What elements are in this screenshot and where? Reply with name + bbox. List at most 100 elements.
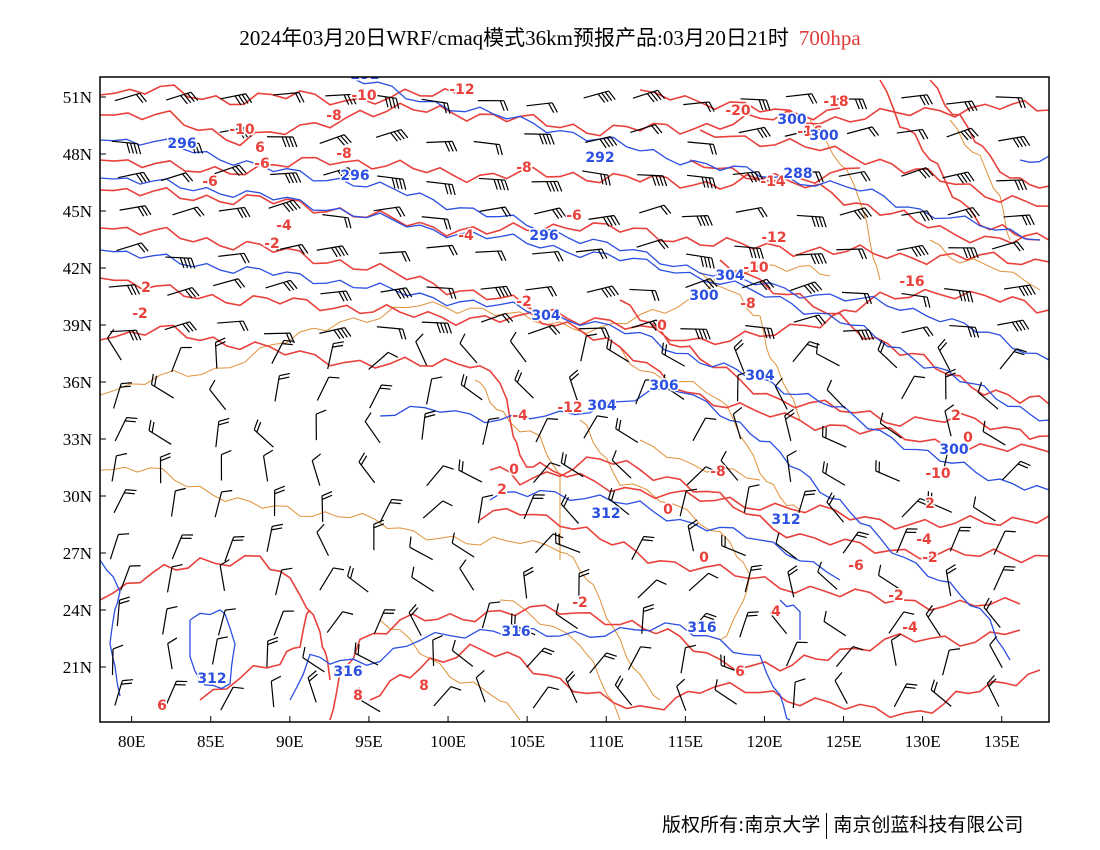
wind-barb — [220, 686, 244, 711]
wind-barb — [732, 406, 743, 440]
temperature-label: -16 — [899, 274, 924, 290]
height-label: 304 — [531, 308, 560, 324]
temperature-label: -2 — [888, 588, 904, 604]
lon-tick-label: 80E — [118, 732, 145, 751]
height-isoline — [100, 177, 1049, 422]
temperature-label: 6 — [735, 664, 745, 680]
temperature-isoline — [100, 156, 861, 190]
wind-barb — [266, 523, 283, 552]
wind-barb — [408, 604, 422, 636]
wind-barb — [316, 523, 329, 556]
wind-barb — [319, 327, 352, 340]
lat-tick-label: 45N — [63, 202, 92, 221]
temperature-label: -6 — [848, 558, 864, 574]
height-label: 312 — [197, 671, 226, 687]
copyright-divider — [826, 812, 828, 839]
wind-barb — [117, 171, 150, 184]
wind-barb — [877, 339, 898, 369]
wind-barb — [822, 461, 846, 486]
wind-barb — [785, 641, 808, 667]
wind-barb — [996, 179, 1028, 191]
wind-barb — [150, 373, 175, 399]
temperature-label: 2 — [141, 280, 151, 296]
temperature-isoline — [369, 643, 1041, 719]
wind-barb — [319, 567, 345, 591]
wind-barb — [265, 279, 298, 292]
wind-barb — [817, 561, 838, 590]
wind-barb — [165, 256, 196, 269]
wind-barb — [580, 333, 598, 362]
temperature-label: 0 — [963, 430, 973, 446]
height-label: 292 — [585, 150, 614, 166]
lat-tick-label: 39N — [63, 316, 92, 335]
wind-barb — [993, 530, 1016, 555]
wind-barb — [588, 214, 621, 227]
lon-tick-label: 125E — [826, 732, 862, 751]
wind-barb — [164, 321, 197, 333]
wind-barb — [114, 92, 147, 104]
height-label: 288 — [783, 166, 812, 182]
height-isoline — [189, 609, 236, 690]
wind-barb — [307, 670, 318, 703]
wind-barb — [531, 180, 563, 192]
wind-barb — [629, 288, 660, 302]
wind-barb — [214, 489, 233, 518]
border-line — [929, 239, 1041, 291]
wind-barb — [373, 609, 396, 634]
lon-tick-label: 105E — [509, 732, 545, 751]
wind-barb — [692, 417, 717, 442]
temperature-isoline — [689, 159, 1049, 245]
wind-barb — [327, 341, 344, 370]
wind-barb — [687, 141, 718, 155]
wind-barb — [112, 382, 132, 409]
wind-barb — [426, 465, 454, 487]
wind-barb — [875, 460, 900, 482]
lon-tick-label: 110E — [589, 732, 624, 751]
wind-barb — [523, 494, 545, 520]
wind-barb — [901, 292, 931, 308]
wind-barb — [370, 94, 400, 109]
wind-barb — [526, 647, 555, 668]
wind-barb — [560, 452, 584, 478]
wind-barb — [680, 328, 711, 340]
wind-barb — [946, 127, 979, 141]
height-isoline — [100, 138, 1049, 361]
wind-barb — [426, 181, 456, 196]
wind-barb — [274, 372, 291, 402]
temperature-label: -4 — [916, 532, 932, 548]
wind-barb — [426, 244, 458, 256]
wind-barb — [322, 214, 352, 229]
title-text: 2024年03月20日WRF/cmaq模式36km预报产品:03月20日21时 — [239, 26, 789, 50]
wind-barb — [948, 247, 979, 259]
wind-barb — [736, 370, 749, 402]
lon-tick-label: 120E — [746, 732, 782, 751]
wind-barb — [972, 496, 996, 522]
wind-barb — [738, 126, 771, 139]
copyright-owner: 版权所有:南京大学 — [662, 814, 821, 836]
wind-barb — [459, 559, 475, 591]
temperature-label: 4 — [771, 604, 781, 620]
wind-barb — [688, 612, 717, 634]
wind-barb — [120, 565, 141, 591]
wind-barb — [745, 325, 775, 340]
wind-barb — [273, 92, 305, 103]
wind-barb — [683, 101, 715, 113]
wind-barb — [379, 251, 411, 262]
wind-barb — [579, 327, 611, 339]
wind-barb — [714, 679, 737, 705]
wind-barb — [565, 670, 578, 703]
wind-barb — [792, 341, 820, 363]
wind-barb — [532, 250, 564, 262]
wind-barb — [270, 172, 302, 184]
wind-barb — [637, 579, 667, 599]
temperature-isoline — [100, 324, 1049, 530]
wind-barb — [680, 644, 697, 674]
temperature-label: 2 — [497, 482, 507, 498]
lon-tick-label: 100E — [430, 732, 466, 751]
temperature-isoline — [100, 84, 471, 106]
wind-barb — [733, 339, 745, 372]
wind-barb — [270, 675, 282, 708]
wind-barb — [838, 170, 871, 182]
pressure-level-label: 700hpa — [798, 26, 861, 50]
wind-barb — [735, 206, 768, 218]
